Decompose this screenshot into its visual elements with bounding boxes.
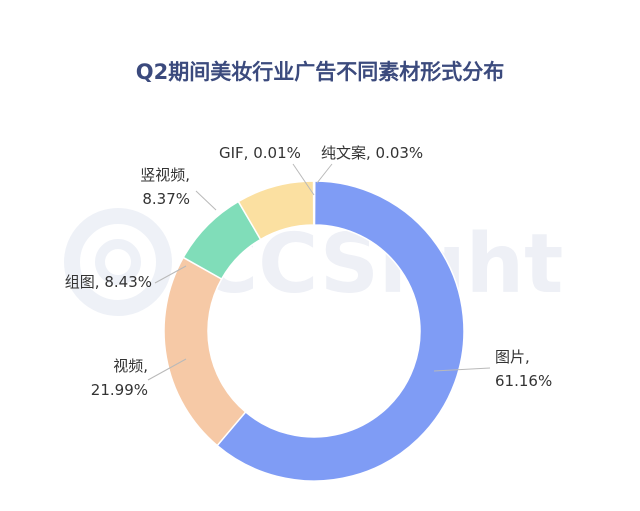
- leader-lines: [147, 163, 491, 381]
- donut-slice-0: [216, 180, 465, 482]
- chart-title: Q2期间美妆行业广告不同素材形式分布: [136, 60, 504, 84]
- slice-label-0: 图片, 61.16%: [495, 348, 552, 390]
- donut-slices: [163, 180, 465, 482]
- slice-label-5: 纯文案, 0.03%: [321, 144, 423, 162]
- leader-line-2: [154, 265, 187, 284]
- watermark-logo-inner-icon: [95, 239, 141, 285]
- watermark-logo-icon: [64, 208, 172, 316]
- leader-line-4: [292, 163, 315, 196]
- watermark: CCSight: [64, 208, 563, 316]
- slice-labels: 图片, 61.16% 视频, 21.99% 组图, 8.43% 竖视频, 8.37% GIF,…: [65, 144, 552, 399]
- donut-slice-5: [313, 180, 316, 226]
- slice-label-1: 视频, 21.99%: [91, 357, 148, 399]
- leader-line-0: [433, 367, 491, 372]
- slice-label-4: GIF, 0.01%: [219, 144, 301, 162]
- leader-line-5: [316, 163, 333, 184]
- slice-label-2: 组图, 8.43%: [65, 273, 152, 291]
- slice-label-3: 竖视频, 8.37%: [140, 166, 190, 208]
- leader-line-1: [147, 358, 187, 381]
- leader-line-3: [195, 190, 217, 211]
